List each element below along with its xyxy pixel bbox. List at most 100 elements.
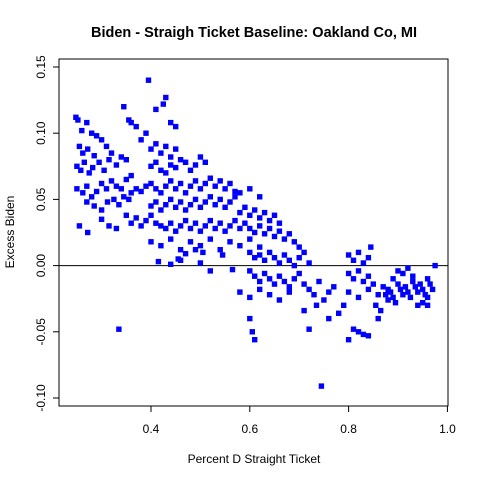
data-point — [111, 196, 117, 203]
data-point — [158, 190, 164, 196]
y-axis-label: Excess Biden — [3, 196, 17, 269]
data-point — [118, 186, 124, 192]
data-point — [424, 294, 431, 301]
data-point — [106, 157, 112, 163]
data-point — [271, 233, 278, 240]
data-point — [153, 159, 159, 165]
data-point — [261, 231, 268, 237]
data-point — [148, 212, 154, 218]
data-point — [101, 167, 107, 173]
data-point — [345, 289, 352, 295]
data-point — [375, 292, 381, 298]
chart-title: Biden - Straigh Ticket Baseline: Oakland… — [91, 25, 417, 41]
data-point — [163, 183, 169, 189]
data-point — [375, 315, 381, 322]
data-point — [326, 315, 332, 322]
data-point — [202, 180, 208, 187]
data-point — [271, 255, 278, 261]
x-tick-label: 1.0 — [439, 422, 456, 436]
data-point — [370, 281, 376, 287]
data-point — [276, 260, 283, 266]
data-point — [276, 273, 283, 279]
data-point — [168, 261, 174, 267]
data-point — [128, 172, 134, 179]
data-point — [378, 307, 384, 314]
data-point — [257, 244, 263, 250]
data-point — [143, 217, 149, 224]
data-point — [281, 252, 288, 258]
data-point — [281, 236, 288, 242]
data-point — [237, 225, 243, 232]
data-point — [123, 176, 129, 183]
data-point — [417, 281, 423, 287]
data-point — [271, 281, 278, 287]
data-point — [98, 137, 105, 143]
data-point — [93, 133, 100, 139]
data-point — [133, 215, 139, 221]
data-point — [291, 276, 297, 282]
data-point — [402, 284, 409, 290]
data-point — [202, 159, 208, 165]
data-point — [222, 186, 228, 192]
data-point — [316, 278, 322, 285]
data-point — [148, 163, 154, 169]
data-point — [276, 220, 283, 226]
data-point — [84, 119, 90, 126]
data-point — [79, 127, 85, 134]
data-point — [212, 202, 218, 208]
data-point — [420, 286, 426, 293]
data-point — [90, 164, 96, 171]
data-point — [257, 252, 263, 258]
data-point — [227, 180, 233, 187]
data-point — [380, 284, 386, 290]
data-point — [306, 260, 312, 266]
data-point — [420, 300, 426, 306]
data-point — [365, 286, 372, 293]
data-point — [432, 262, 438, 269]
data-point — [197, 154, 204, 160]
data-point — [76, 143, 83, 150]
data-point — [227, 239, 233, 245]
data-point — [257, 286, 263, 293]
data-point — [227, 223, 233, 229]
data-point — [116, 202, 122, 208]
data-point — [217, 247, 223, 253]
data-point — [227, 199, 233, 205]
data-point — [331, 284, 337, 290]
data-point — [103, 143, 110, 150]
data-point — [296, 270, 302, 277]
data-point — [427, 281, 433, 287]
data-point — [182, 190, 189, 196]
data-point — [261, 209, 268, 216]
data-point — [163, 225, 169, 232]
data-point — [173, 123, 179, 130]
data-point — [415, 302, 421, 308]
data-point — [219, 252, 226, 258]
data-point — [247, 186, 253, 192]
data-point — [318, 383, 325, 389]
data-point — [207, 194, 213, 200]
data-point — [168, 236, 174, 242]
data-point — [311, 292, 317, 298]
data-point — [173, 164, 179, 171]
data-point — [392, 300, 399, 306]
data-point — [360, 331, 367, 338]
data-point — [75, 117, 81, 123]
data-point — [286, 257, 292, 263]
data-point — [247, 249, 253, 256]
data-point — [155, 258, 162, 265]
data-point — [202, 199, 208, 205]
data-point — [313, 302, 320, 308]
data-point — [341, 302, 347, 308]
data-point — [368, 244, 374, 250]
data-point — [257, 278, 263, 285]
data-point — [207, 217, 213, 224]
data-point — [407, 294, 414, 301]
data-point — [126, 196, 132, 203]
data-point — [207, 268, 213, 274]
x-tick-label: 0.6 — [241, 422, 258, 436]
data-point — [424, 302, 431, 308]
data-point — [128, 119, 134, 126]
data-point — [247, 212, 253, 218]
data-point — [350, 276, 357, 282]
